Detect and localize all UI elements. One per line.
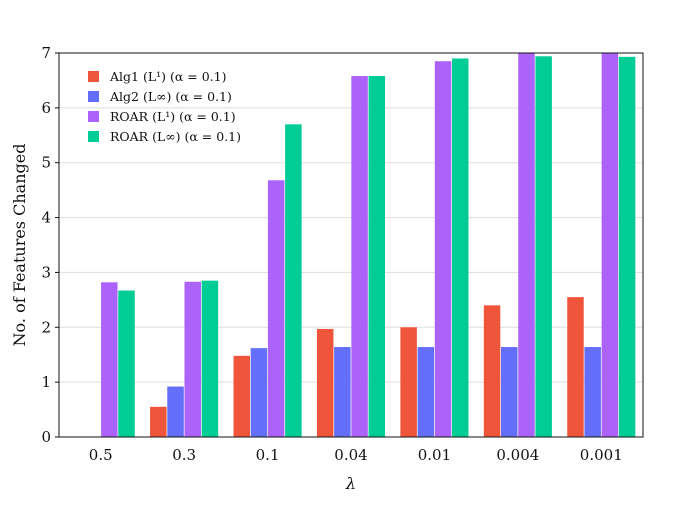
x-tick-label: 0.1 (256, 446, 280, 464)
x-tick-label: 0.001 (580, 446, 623, 464)
bar-1-0.01 (400, 327, 417, 437)
bar-1-0.1 (233, 355, 251, 437)
bar-1-0.004 (483, 305, 501, 437)
bars (101, 53, 636, 438)
y-axis-ticks: 0 1 2 3 4 5 6 7 (41, 44, 59, 446)
legend-label: Alg2 (L∞) (α = 0.1) (109, 89, 232, 104)
x-tick-label: 0.3 (172, 446, 196, 464)
bar-2-0.01 (417, 347, 435, 437)
legend-label: Alg1 (L¹) (α = 0.1) (109, 69, 227, 84)
x-tick-label: 0.01 (418, 446, 451, 464)
bar-3-0.04 (351, 76, 368, 437)
bar-4-0.04 (368, 76, 386, 437)
bar-2-0.004 (501, 347, 518, 437)
bar-4-0.1 (285, 124, 302, 438)
bar-4-0.001 (618, 56, 636, 438)
bar-1-0.001 (567, 297, 584, 437)
y-tick-label: 3 (41, 263, 51, 281)
y-tick-label: 4 (41, 209, 51, 227)
x-axis-ticks: 0.5 0.3 0.1 0.04 0.01 0.004 0.001 (89, 446, 623, 464)
bar-1-0.04 (316, 328, 334, 437)
y-tick-label: 7 (41, 44, 51, 62)
legend-label: ROAR (L∞) (α = 0.1) (110, 129, 241, 144)
grid-lines (59, 52, 643, 438)
y-tick-label: 1 (41, 373, 51, 391)
x-tick-label: 0.5 (89, 446, 113, 464)
bar-3-0.5 (101, 282, 118, 437)
x-axis-label: λ (345, 474, 356, 493)
bar-2-0.3 (167, 386, 184, 437)
legend-label: ROAR (L¹) (α = 0.1) (110, 109, 236, 124)
y-tick-label: 0 (41, 428, 51, 446)
y-tick-label: 2 (41, 318, 51, 336)
bar-4-0.004 (535, 56, 552, 437)
legend-swatch (88, 91, 99, 102)
x-tick-label: 0.04 (334, 446, 367, 464)
x-tick-label: 0.004 (496, 446, 539, 464)
bar-1-0.3 (150, 406, 167, 437)
plot-frame (58, 52, 644, 438)
y-tick-label: 5 (41, 154, 51, 172)
bar-2-0.001 (584, 347, 601, 437)
bar-3-0.01 (434, 61, 452, 437)
bar-4-0.01 (451, 58, 469, 437)
bar-4-0.5 (118, 290, 135, 437)
bar-3-0.001 (601, 53, 619, 437)
bar-4-0.3 (201, 280, 219, 437)
legend-swatch (88, 111, 99, 122)
y-tick-label: 6 (41, 99, 51, 117)
bar-3-0.004 (518, 53, 535, 437)
bar-2-0.04 (334, 347, 351, 437)
bar-3-0.3 (184, 281, 201, 437)
y-axis-label: No. of Features Changed (10, 144, 29, 347)
legend: Alg1 (L¹) (α = 0.1) Alg2 (L∞) (α = 0.1) RO… (88, 69, 241, 144)
legend-swatch (88, 131, 99, 142)
bar-2-0.1 (250, 348, 268, 437)
bar-3-0.1 (267, 180, 285, 438)
legend-swatch (88, 71, 99, 82)
